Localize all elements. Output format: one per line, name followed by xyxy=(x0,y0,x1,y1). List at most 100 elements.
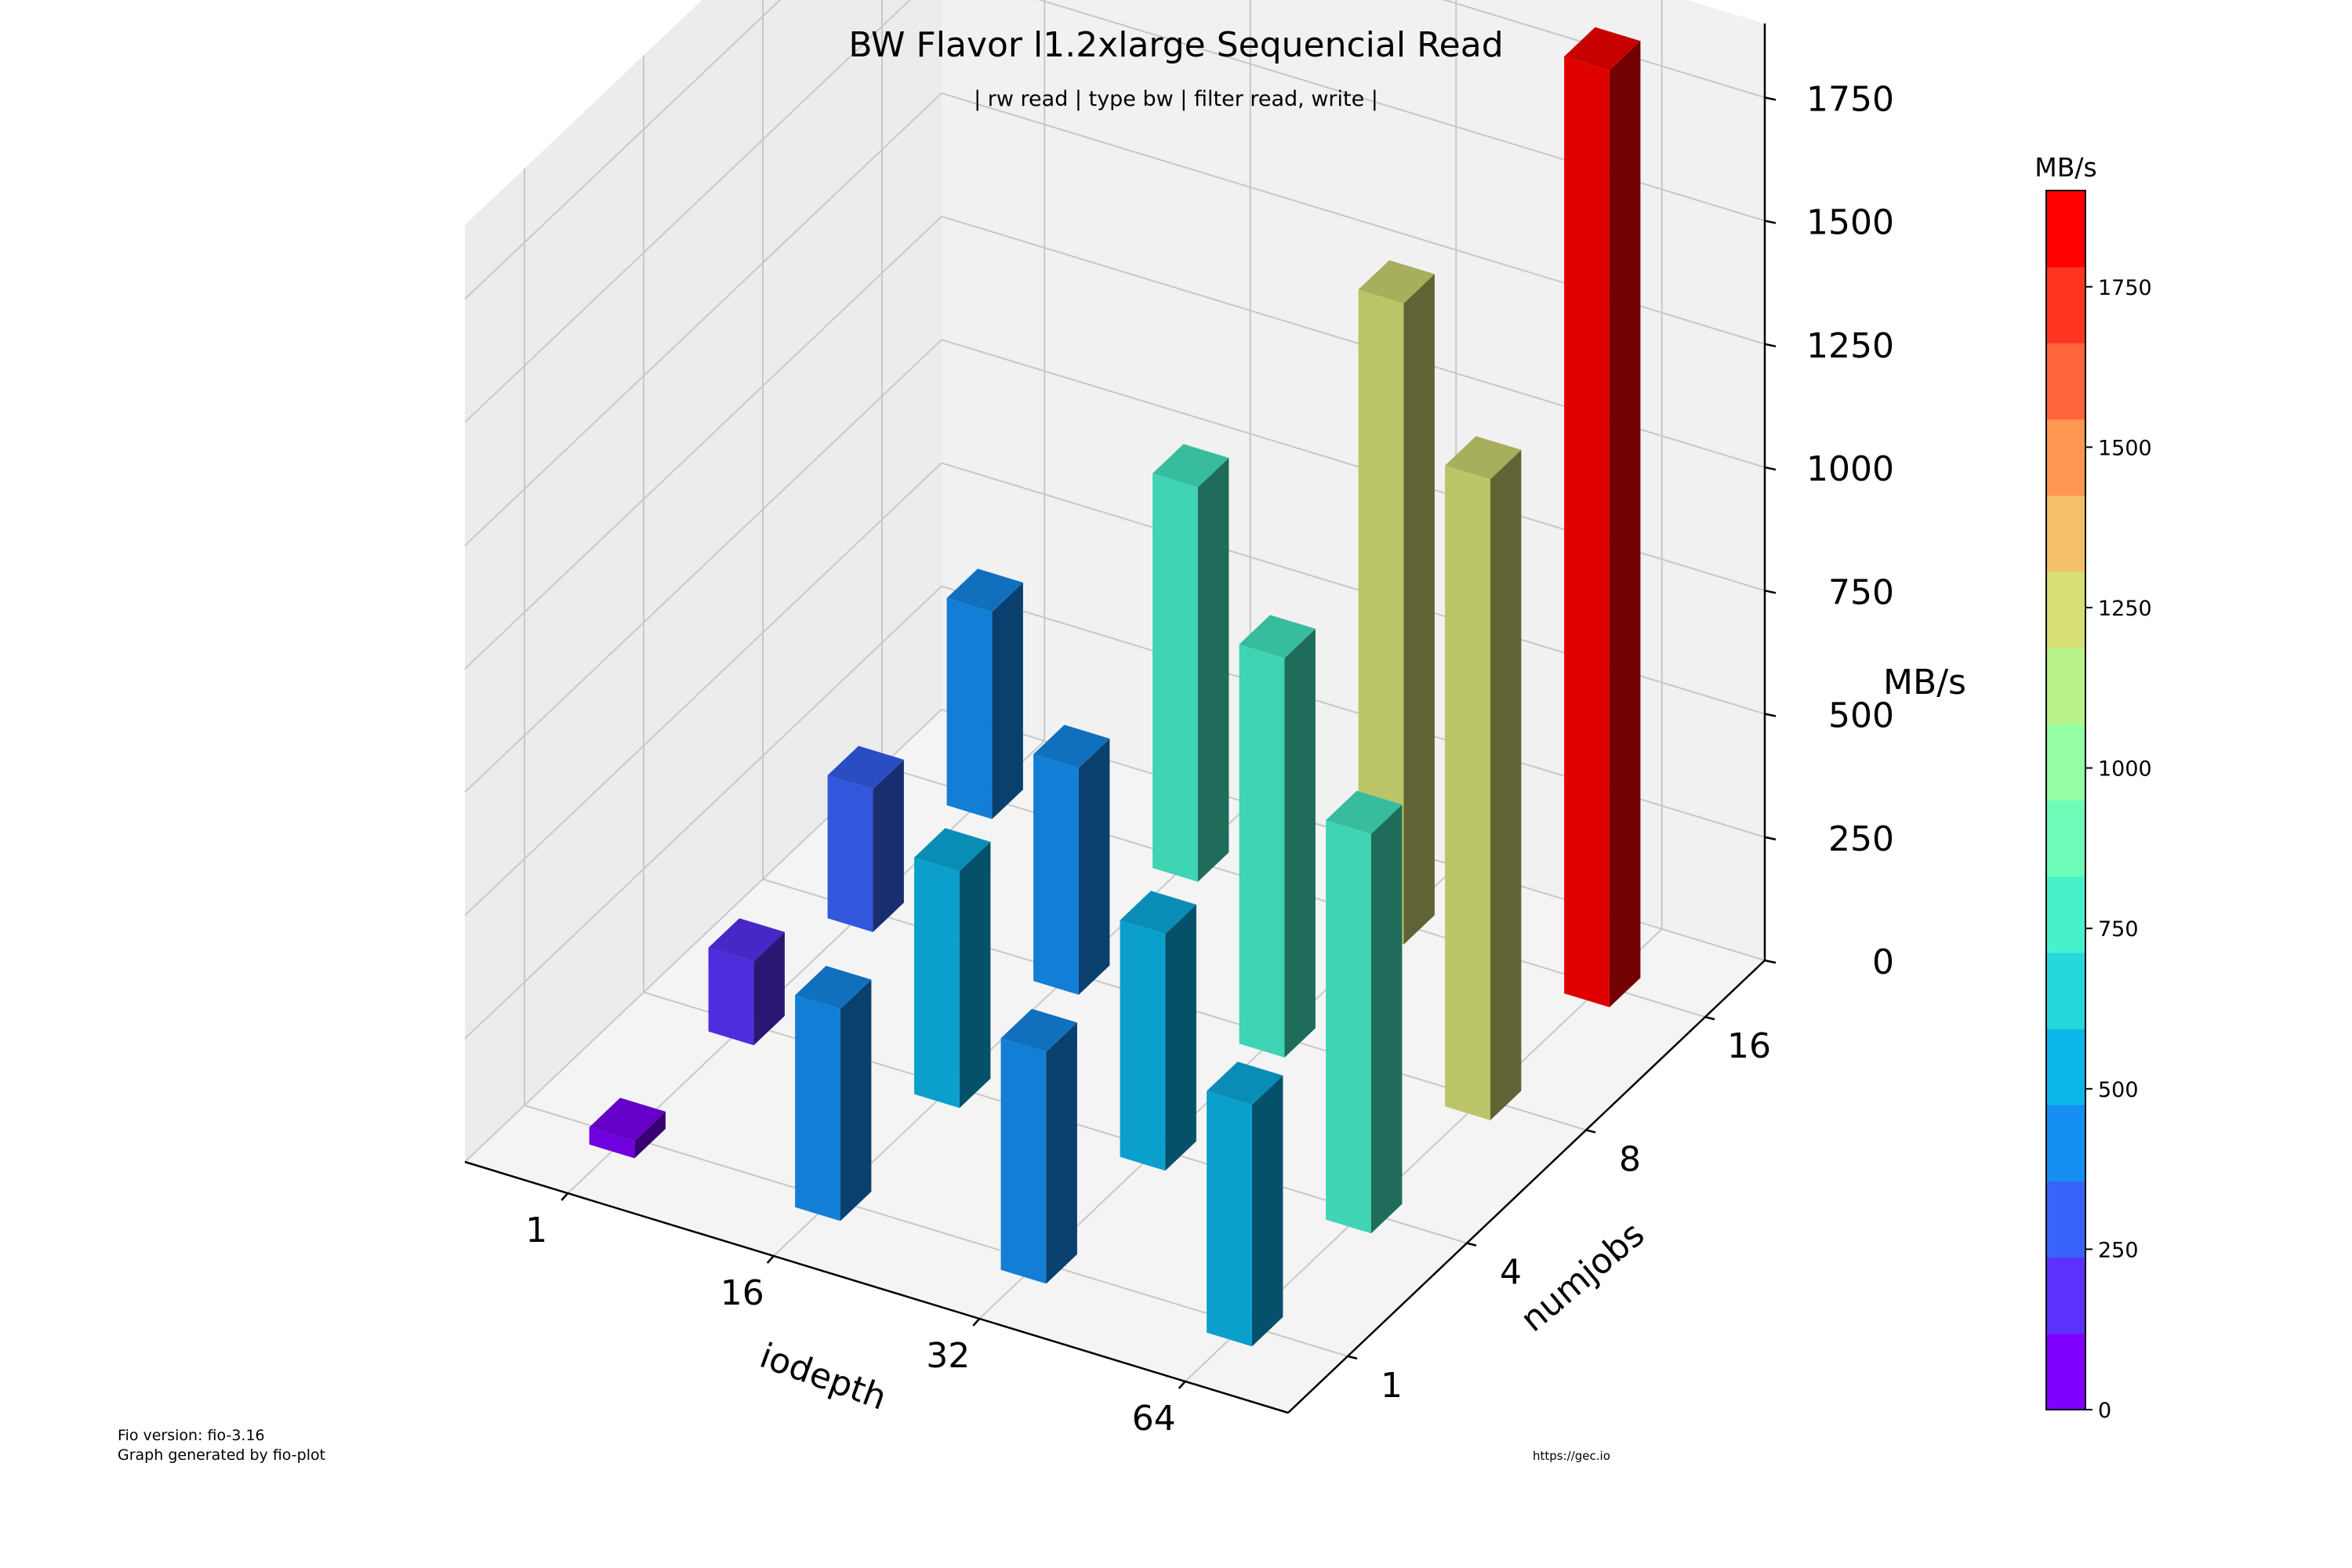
bar-top-face xyxy=(1326,790,1403,834)
x-tick-mark xyxy=(561,1192,569,1201)
colorbar-tick-label: 250 xyxy=(2098,1238,2139,1262)
bar-iodepth-1-numjobs-1 xyxy=(589,1098,666,1159)
bar-iodepth-32-numjobs-16 xyxy=(1358,260,1435,945)
colorbar-segment xyxy=(2046,1333,2085,1410)
colorbar-segment xyxy=(2046,800,2085,877)
bar-iodepth-32-numjobs-4 xyxy=(1120,891,1196,1171)
bar-iodepth-16-numjobs-8 xyxy=(1033,724,1110,995)
x-tick-label: 16 xyxy=(720,1273,764,1313)
bar-side-face xyxy=(873,760,904,932)
generated-by: Graph generated by fio-plot xyxy=(118,1446,325,1464)
bar-side-face xyxy=(959,841,991,1109)
bar-iodepth-64-numjobs-4 xyxy=(1326,790,1403,1234)
bar-top-face xyxy=(589,1098,666,1142)
colorbar-segment xyxy=(2046,1105,2085,1182)
bar-top-face xyxy=(1564,27,1641,71)
bar-iodepth-1-numjobs-4 xyxy=(708,918,785,1046)
y-tick-mark xyxy=(1704,1015,1715,1021)
x-tick-mark xyxy=(972,1318,981,1327)
back-pane xyxy=(942,0,1765,960)
bar-front-face xyxy=(589,1127,635,1159)
bar-side-face xyxy=(1609,41,1641,1007)
bar-top-face xyxy=(1120,891,1196,935)
z-tick-mark xyxy=(1764,220,1777,224)
colorbar-frame xyxy=(2045,190,2086,1410)
z-tick-mark xyxy=(1764,466,1777,471)
gridline-z-left xyxy=(464,462,942,916)
colorbar-segment xyxy=(2046,724,2085,801)
y-axis-line xyxy=(1287,960,1766,1414)
bar-top-face xyxy=(827,746,904,789)
bar-front-face xyxy=(1239,644,1285,1058)
bars xyxy=(589,27,1641,1347)
bar-iodepth-16-numjobs-4 xyxy=(914,828,991,1109)
bar-side-face xyxy=(1251,1075,1283,1347)
bar-front-face xyxy=(1120,920,1166,1171)
z-tick-label: 0 xyxy=(1872,942,1894,982)
bar-front-face xyxy=(1000,1038,1047,1284)
colorbar-label: MB/s xyxy=(2034,152,2096,183)
bar-front-face xyxy=(827,775,873,932)
gridline-z-left xyxy=(464,0,782,300)
gridline-z-left xyxy=(464,216,942,670)
z-tick-label: 500 xyxy=(1828,696,1894,736)
bar-side-face xyxy=(634,1111,666,1159)
z-tick-mark xyxy=(1764,713,1777,717)
y-tick-label: 1 xyxy=(1381,1366,1403,1406)
chart-title: BW Flavor l1.2xlarge Sequencial Read xyxy=(848,25,1503,65)
source-url: https://gec.io xyxy=(1533,1449,1610,1463)
z-tick-label: 1000 xyxy=(1806,449,1894,489)
x-tick-label: 64 xyxy=(1132,1399,1176,1439)
x-tick-label: 1 xyxy=(525,1210,547,1250)
bar-front-face xyxy=(946,597,993,819)
y-axis-label: numjobs xyxy=(1513,1214,1652,1340)
x-tick-mark xyxy=(766,1255,775,1264)
bar-front-face xyxy=(1326,820,1371,1234)
colorbar-segment xyxy=(2046,571,2085,648)
bar-side-face xyxy=(992,583,1023,819)
y-tick-label: 8 xyxy=(1619,1139,1641,1179)
x-tick-label: 32 xyxy=(926,1336,970,1376)
z-tick-mark xyxy=(1764,836,1777,840)
bar-iodepth-16-numjobs-1 xyxy=(795,965,872,1221)
gridlines xyxy=(464,0,1766,1382)
bar-side-face xyxy=(840,979,872,1221)
z-tick-label: 1250 xyxy=(1806,326,1894,366)
gridline-z-left xyxy=(464,586,942,1040)
fio-version: Fio version: fio-3.16 xyxy=(118,1427,265,1444)
z-axis-label: MB/s xyxy=(1883,662,1966,702)
bar-side-face xyxy=(1165,904,1196,1171)
z-tick-label: 250 xyxy=(1828,819,1894,859)
bar-front-face xyxy=(795,995,840,1221)
bar-side-face xyxy=(1370,804,1403,1234)
gridline-z-left xyxy=(464,339,942,793)
bar-top-face xyxy=(1152,444,1229,488)
bar-side-face xyxy=(1078,739,1110,995)
bar-front-face xyxy=(1564,56,1610,1007)
bar-side-face xyxy=(1284,629,1316,1058)
colorbar-tick-label: 1750 xyxy=(2098,276,2152,300)
gridline-z-left xyxy=(464,93,942,546)
bar-top-face xyxy=(1239,615,1316,659)
bar-front-face xyxy=(914,857,960,1109)
y-tick-label: 4 xyxy=(1500,1253,1522,1293)
chart-subtitle: | rw read | type bw | filter read, write… xyxy=(974,87,1378,111)
colorbar-segment xyxy=(2046,191,2085,267)
bar-front-face xyxy=(1445,465,1490,1120)
colorbar-tick-label: 1250 xyxy=(2098,597,2152,621)
bar-front-face xyxy=(1152,473,1198,882)
bar-top-face xyxy=(1358,260,1435,303)
bar-side-face xyxy=(1490,449,1522,1120)
bar-front-face xyxy=(1207,1091,1252,1347)
colorbar-segment xyxy=(2046,495,2085,572)
bar-top-face xyxy=(795,965,872,1009)
axes-panes xyxy=(465,0,1765,1413)
y-tick-mark xyxy=(1347,1355,1358,1360)
y-tick-mark xyxy=(1585,1129,1596,1134)
bar-front-face xyxy=(708,947,754,1046)
colorbar-segment xyxy=(2046,648,2085,724)
colorbar-tick-label: 750 xyxy=(2098,917,2139,942)
bar-iodepth-64-numjobs-16 xyxy=(1564,27,1641,1007)
bar-iodepth-32-numjobs-1 xyxy=(1000,1008,1077,1284)
